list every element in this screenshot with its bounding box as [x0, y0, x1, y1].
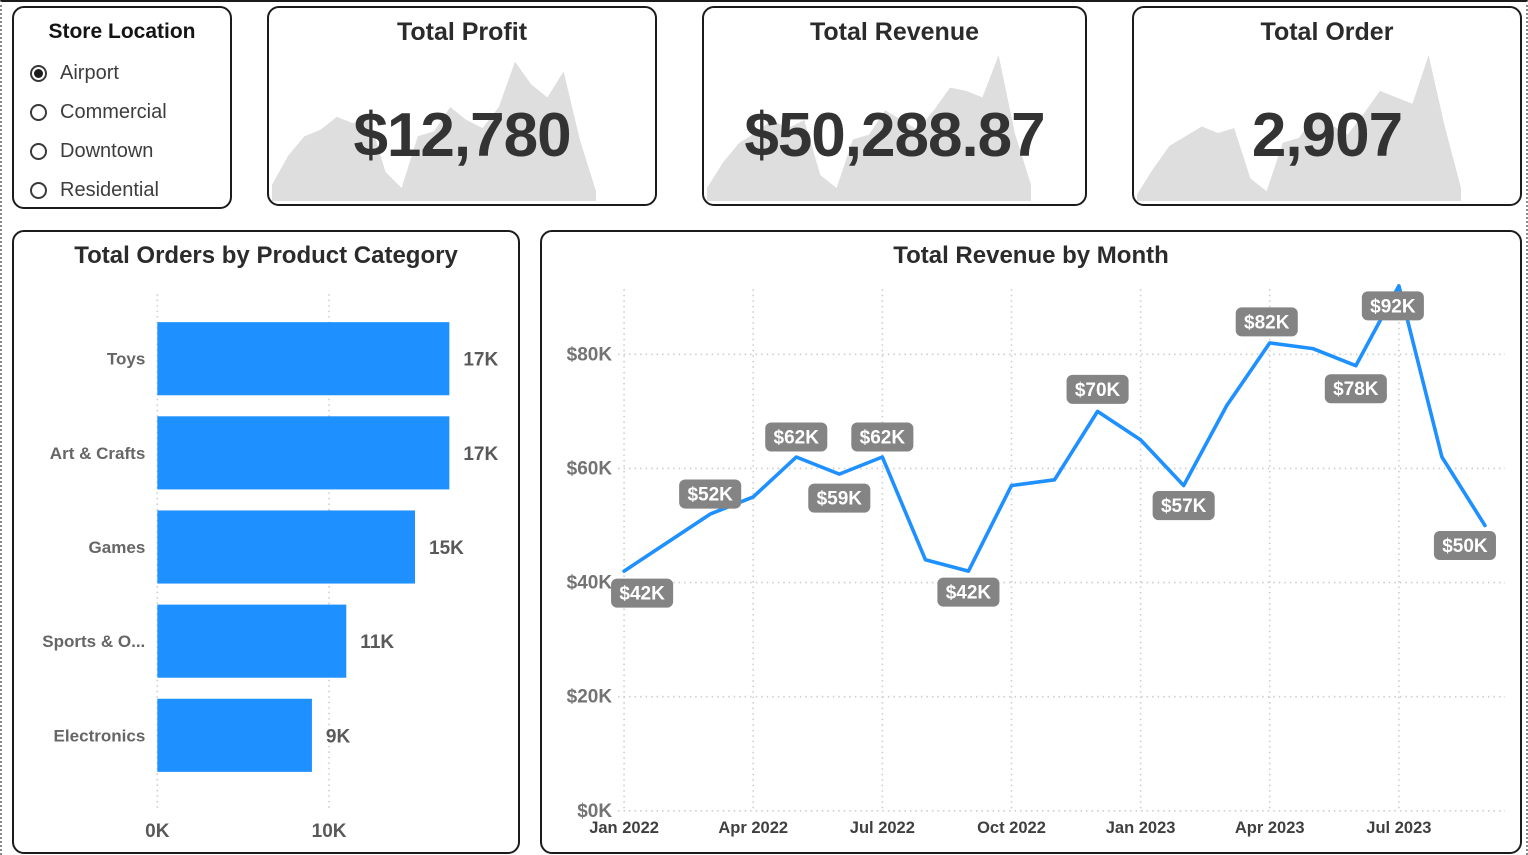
radio-option-commercial[interactable]: Commercial	[30, 93, 230, 132]
x-axis-tick-label: Apr 2022	[718, 819, 788, 837]
bar-category-label: Electronics	[54, 726, 146, 745]
total-profit-card: Total Profit $12,780	[267, 6, 657, 206]
y-axis-tick-label: $80K	[567, 344, 613, 365]
bar-electronics[interactable]	[157, 698, 312, 772]
radio-option-airport[interactable]: Airport	[30, 54, 230, 93]
bar-category-label: Art & Crafts	[50, 444, 146, 463]
bar-axis-tick-label: 0K	[145, 821, 170, 842]
bar-value-label: 17K	[463, 444, 498, 465]
slicer-options: Airport Commercial Downtown Residential	[30, 54, 230, 207]
data-label-text: $78K	[1333, 379, 1379, 400]
radio-icon[interactable]	[30, 104, 47, 121]
bar-chart-plot[interactable]: 0K 10K Toys 17K Art & Crafts 17K Games 15K Sport…	[14, 232, 518, 852]
x-axis-tick-label: Oct 2022	[977, 819, 1046, 837]
radio-option-label: Downtown	[60, 140, 154, 162]
y-axis-tick-label: $0K	[577, 801, 612, 822]
x-axis-tick-label: Apr 2023	[1235, 819, 1305, 837]
radio-icon[interactable]	[30, 182, 47, 199]
kpi-value: $50,288.87	[744, 101, 1045, 170]
data-label-bg	[679, 479, 742, 509]
kpi-title: Total Order	[1260, 18, 1394, 46]
bar-value-label: 11K	[360, 632, 394, 653]
data-label-text: $70K	[1075, 380, 1121, 401]
data-label-bg	[1235, 307, 1298, 337]
data-label-text: $92K	[1370, 296, 1416, 317]
bar-games[interactable]	[157, 510, 415, 584]
sparkline-shape	[707, 55, 1031, 201]
data-label-bg	[937, 577, 1000, 607]
radio-icon[interactable]	[30, 65, 47, 82]
data-label-bg	[1066, 374, 1129, 404]
bar-category-label: Toys	[107, 350, 145, 369]
bar-sports-o-[interactable]	[157, 604, 347, 678]
bar-toys[interactable]	[157, 322, 450, 396]
y-axis-tick-label: $20K	[567, 687, 613, 708]
x-axis-tick-label: Jan 2022	[589, 819, 659, 837]
data-label-text: $42K	[619, 584, 665, 605]
kpi-value: $12,780	[353, 101, 571, 170]
sparkline-area	[707, 55, 1031, 201]
data-label-text: $42K	[946, 583, 992, 604]
bar-value-label: 15K	[429, 538, 464, 559]
sparkline-shape	[1137, 55, 1461, 201]
radio-option-label: Airport	[60, 62, 119, 84]
radio-icon[interactable]	[30, 143, 47, 160]
data-label-text: $62K	[774, 427, 820, 448]
sparkline-area	[272, 61, 596, 201]
y-axis-tick-label: $60K	[567, 458, 613, 479]
data-label-bg	[1361, 291, 1424, 321]
radio-option-residential[interactable]: Residential	[30, 171, 230, 207]
radio-option-label: Commercial	[60, 101, 167, 123]
bar-art-crafts[interactable]	[157, 416, 450, 490]
line-chart-title: Total Revenue by Month	[893, 242, 1169, 269]
revenue-line[interactable]	[622, 284, 1487, 573]
data-label-bg	[851, 422, 914, 452]
bar-value-label: 9K	[326, 726, 351, 747]
bar-value-label: 17K	[463, 350, 498, 371]
bar-category-label: Sports & O...	[42, 632, 145, 651]
data-label-bg	[611, 578, 674, 608]
orders-by-category-chart[interactable]: Total Orders by Product Category 0K 10K To…	[12, 230, 520, 854]
kpi-title: Total Profit	[396, 18, 528, 46]
y-axis-tick-label: $40K	[567, 573, 613, 594]
bar-category-label: Games	[89, 538, 146, 557]
data-label-bg	[1433, 530, 1496, 561]
store-location-slicer: Store Location Airport Commercial Downto…	[12, 6, 232, 209]
x-axis-tick-label: Jul 2023	[1366, 819, 1431, 837]
data-label-text: $82K	[1244, 312, 1290, 333]
slicer-title: Store Location	[48, 20, 196, 43]
radio-option-label: Residential	[60, 179, 159, 201]
data-label-text: $52K	[687, 485, 733, 506]
radio-option-downtown[interactable]: Downtown	[30, 132, 230, 171]
line-chart-plot[interactable]: $0K $20K $40K $60K $80K Jan 2022 Apr 2022 Jul 2…	[542, 232, 1520, 852]
data-label-text: $50K	[1442, 536, 1488, 557]
data-label-text: $62K	[860, 427, 906, 448]
data-label-text: $57K	[1161, 496, 1207, 517]
kpi-title: Total Revenue	[809, 18, 980, 46]
data-label-text: $59K	[817, 489, 863, 510]
data-label-bg	[808, 483, 871, 513]
revenue-by-month-chart[interactable]: Total Revenue by Month $0K $20K $40K $60K $8…	[540, 230, 1522, 854]
total-order-card: Total Order 2,907	[1132, 6, 1522, 206]
total-revenue-card: Total Revenue $50,288.87	[702, 6, 1087, 206]
data-label-bg	[1152, 491, 1215, 521]
data-label-bg	[1324, 374, 1387, 404]
bar-axis-tick-label: 10K	[312, 821, 347, 842]
x-axis-tick-label: Jul 2022	[850, 819, 915, 837]
data-label-bg	[765, 422, 828, 452]
sparkline-area	[1137, 55, 1461, 201]
kpi-value: 2,907	[1251, 101, 1403, 170]
radio-selected-dot	[34, 69, 43, 78]
bar-chart-title: Total Orders by Product Category	[74, 242, 458, 269]
x-axis-tick-label: Jan 2023	[1106, 819, 1176, 837]
